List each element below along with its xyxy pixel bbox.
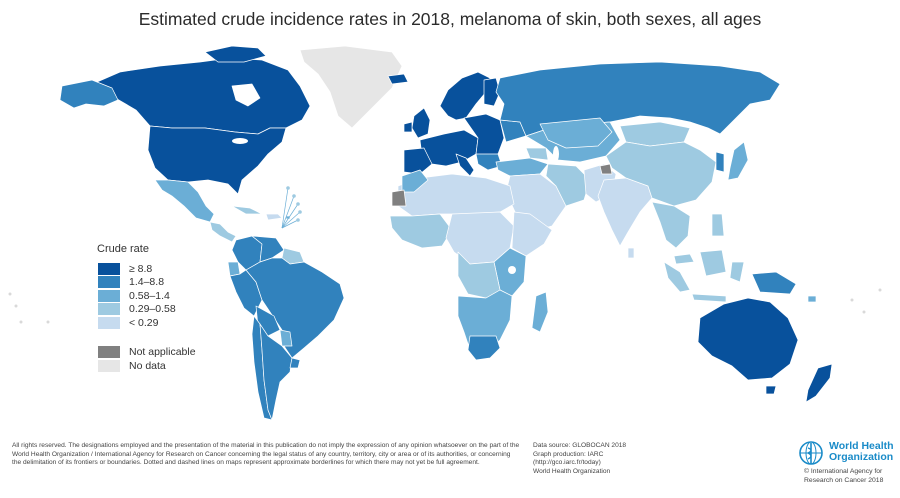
legend-swatch: [97, 315, 121, 330]
legend-swatch: [97, 275, 121, 290]
region-philippines: [711, 213, 725, 237]
region-horn-of-africa: [511, 211, 553, 257]
region-morocco: [401, 169, 429, 193]
region-sumatra: [663, 261, 691, 293]
region-arctic-islands: [204, 45, 267, 63]
caspian-sea: [553, 146, 559, 162]
region-iceland: [387, 73, 409, 85]
region-iberia: [403, 147, 433, 175]
legend-item: 0.29–0.58: [97, 302, 196, 317]
legend-label: 0.58–1.4: [129, 289, 170, 302]
hudson-bay: [231, 83, 261, 107]
region-kazakhstan: [539, 117, 613, 149]
iarc-line1: © International Agency for: [804, 468, 883, 475]
region-china: [605, 141, 717, 207]
legend-label: ≥ 8.8: [129, 262, 153, 275]
legend-item: No data: [97, 358, 196, 373]
region-borneo: [699, 249, 727, 277]
lake-victoria: [508, 266, 516, 274]
region-russia: [495, 61, 781, 137]
region-central-america: [209, 221, 237, 243]
data-source: Data source: GLOBOCAN 2018: [533, 442, 627, 449]
great-lakes: [232, 138, 248, 144]
source-url[interactable]: (http://gco.iarc.fr/today): [533, 459, 601, 467]
region-mexico: [154, 179, 215, 223]
map-title: Estimated crude incidence rates in 2018,…: [138, 9, 762, 29]
region-italy: [455, 153, 475, 177]
who-logo-icon: [799, 441, 823, 465]
region-finland: [483, 77, 501, 107]
legend-label: 1.4–8.8: [129, 276, 165, 289]
legend-item: 1.4–8.8: [97, 275, 196, 290]
region-turkey: [495, 157, 549, 177]
legend-item: 0.58–1.4: [97, 288, 196, 303]
world-choropleth-map: [8, 45, 882, 421]
region-alaska: [59, 79, 119, 109]
who-name: World Health Organization: [829, 441, 899, 463]
caribbean-islands-callout: [286, 186, 302, 222]
region-argentina: [259, 323, 293, 421]
region-western-sahara: [391, 189, 407, 207]
region-west-africa: [389, 213, 453, 249]
iarc-line2: Research on Cancer 2018: [804, 476, 884, 484]
region-cuba: [231, 205, 263, 215]
region-ecuador: [227, 261, 241, 277]
region-canada: [89, 57, 311, 135]
region-sulawesi: [729, 261, 745, 283]
region-papua: [751, 271, 797, 295]
legend-title: Crude rate: [97, 243, 149, 255]
region-new-zealand: [805, 363, 833, 403]
region-tasmania: [765, 385, 777, 395]
region-caucasus: [525, 147, 549, 161]
source-org: World Health Organization: [533, 468, 611, 476]
caribbean-callout-lines: [281, 187, 301, 229]
region-paraguay: [279, 329, 293, 347]
iarc-copyright: © International Agency for Research on C…: [804, 468, 900, 485]
region-scandinavia: [439, 71, 491, 121]
legend-item: < 0.29: [97, 315, 196, 330]
region-hispaniola: [265, 213, 283, 221]
legend-swatch: [97, 261, 121, 276]
region-balkans: [475, 153, 503, 171]
legend-swatch: [97, 358, 121, 373]
region-java: [691, 293, 727, 303]
legend-label: Not applicable: [129, 346, 196, 359]
legend-item: ≥ 8.8: [97, 261, 196, 276]
legend-swatch: [97, 288, 121, 303]
legend-swatch: [97, 345, 121, 360]
region-malaysia: [673, 253, 695, 265]
legend: Crude rate ≥ 8.8 1.4–8.8 0.58–1.4 0.29–0.58…: [97, 243, 196, 373]
region-uk: [411, 107, 431, 139]
region-ireland: [403, 121, 413, 133]
legend-label: No data: [129, 359, 166, 372]
region-korea: [715, 151, 725, 173]
region-southeast-asia: [651, 201, 691, 249]
region-india: [597, 177, 653, 247]
legend-item: Not applicable: [97, 345, 196, 360]
region-iran: [545, 163, 591, 207]
region-sri-lanka: [627, 247, 635, 259]
region-japan: [727, 141, 749, 181]
region-brazil: [245, 257, 345, 359]
legend-swatch: [97, 302, 121, 317]
region-kashmir-na: [599, 163, 613, 175]
disclaimer-text: All rights reserved. The designations em…: [12, 442, 520, 467]
region-madagascar: [531, 291, 549, 333]
legend-label: 0.29–0.58: [129, 303, 176, 316]
region-uruguay: [289, 357, 301, 369]
legend-label: < 0.29: [129, 316, 159, 329]
small-island-dots: [8, 288, 882, 324]
region-pacific-islands: [807, 295, 817, 303]
who-name-line2: Organization: [829, 451, 894, 463]
region-greenland: [299, 45, 403, 129]
graph-production: Graph production: IARC: [533, 450, 604, 458]
who-name-line1: World Health: [829, 440, 894, 452]
region-south-africa: [467, 335, 501, 361]
region-australia: [697, 297, 799, 381]
data-source-block: Data source: GLOBOCAN 2018 Graph product…: [533, 442, 683, 477]
region-north-africa: [397, 173, 515, 217]
